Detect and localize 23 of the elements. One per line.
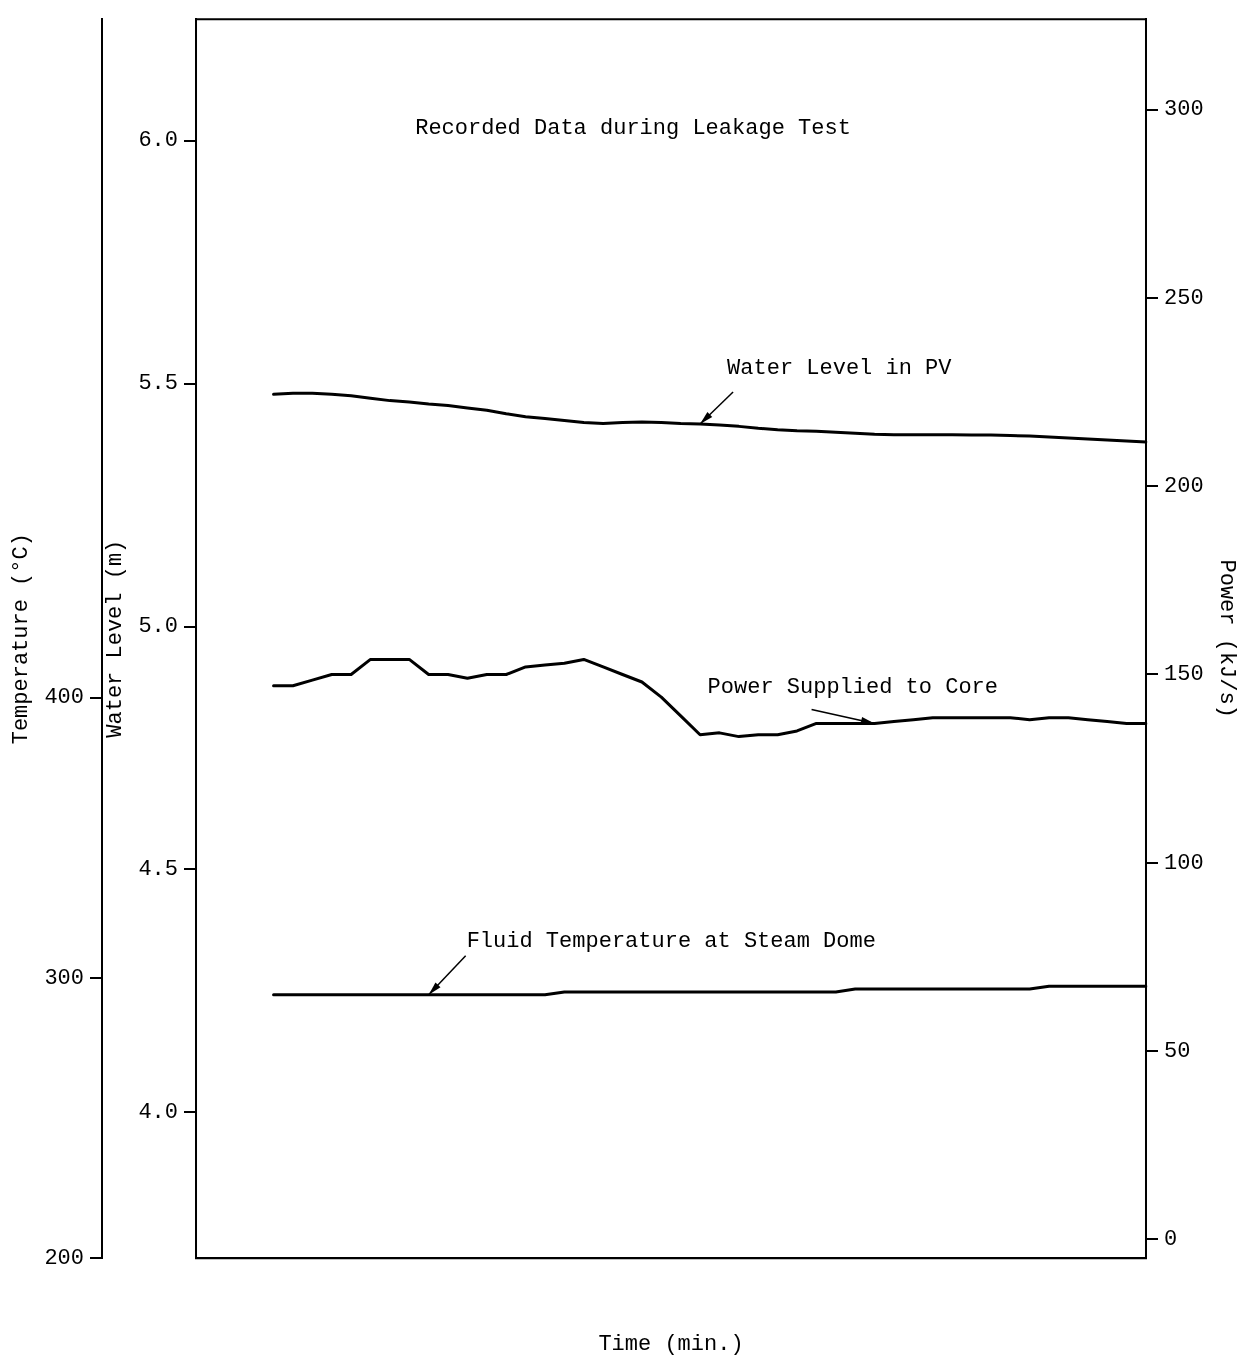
- y3-axis-title: Temperature (°C): [9, 533, 35, 745]
- y-axis-title: Water Level (m): [103, 539, 129, 738]
- text: Recorded Data during Leakage Test: [415, 116, 851, 142]
- y-tick-label: 4.5: [138, 857, 179, 883]
- y3-tick-label: 300: [44, 965, 85, 991]
- y3-tick-label: 200: [44, 1246, 85, 1272]
- y-tick-label: 5.0: [138, 614, 179, 640]
- y2-tick-label: 150: [1163, 662, 1204, 688]
- y2-axis-title: Power (kJ/s): [1213, 559, 1239, 718]
- text: Water Level in PV: [727, 355, 953, 381]
- y-tick-label: 4.0: [138, 1100, 179, 1126]
- y2-tick-label: 200: [1163, 474, 1204, 500]
- y-tick-label: 5.5: [138, 371, 179, 397]
- y2-tick-label: 0: [1163, 1227, 1178, 1253]
- series-label: Fluid Temperature at Steam Dome: [466, 928, 876, 954]
- y2-tick-label: 300: [1163, 97, 1204, 123]
- y3-tick-label: 400: [44, 685, 85, 711]
- x-axis-title: Time (min.): [598, 1331, 744, 1357]
- y2-tick-label: 100: [1163, 850, 1204, 876]
- series-label: Power Supplied to Core: [707, 675, 999, 701]
- y2-tick-label: 250: [1163, 285, 1204, 311]
- y2-tick-label: 50: [1163, 1038, 1191, 1064]
- y-tick-label: 6.0: [138, 128, 179, 154]
